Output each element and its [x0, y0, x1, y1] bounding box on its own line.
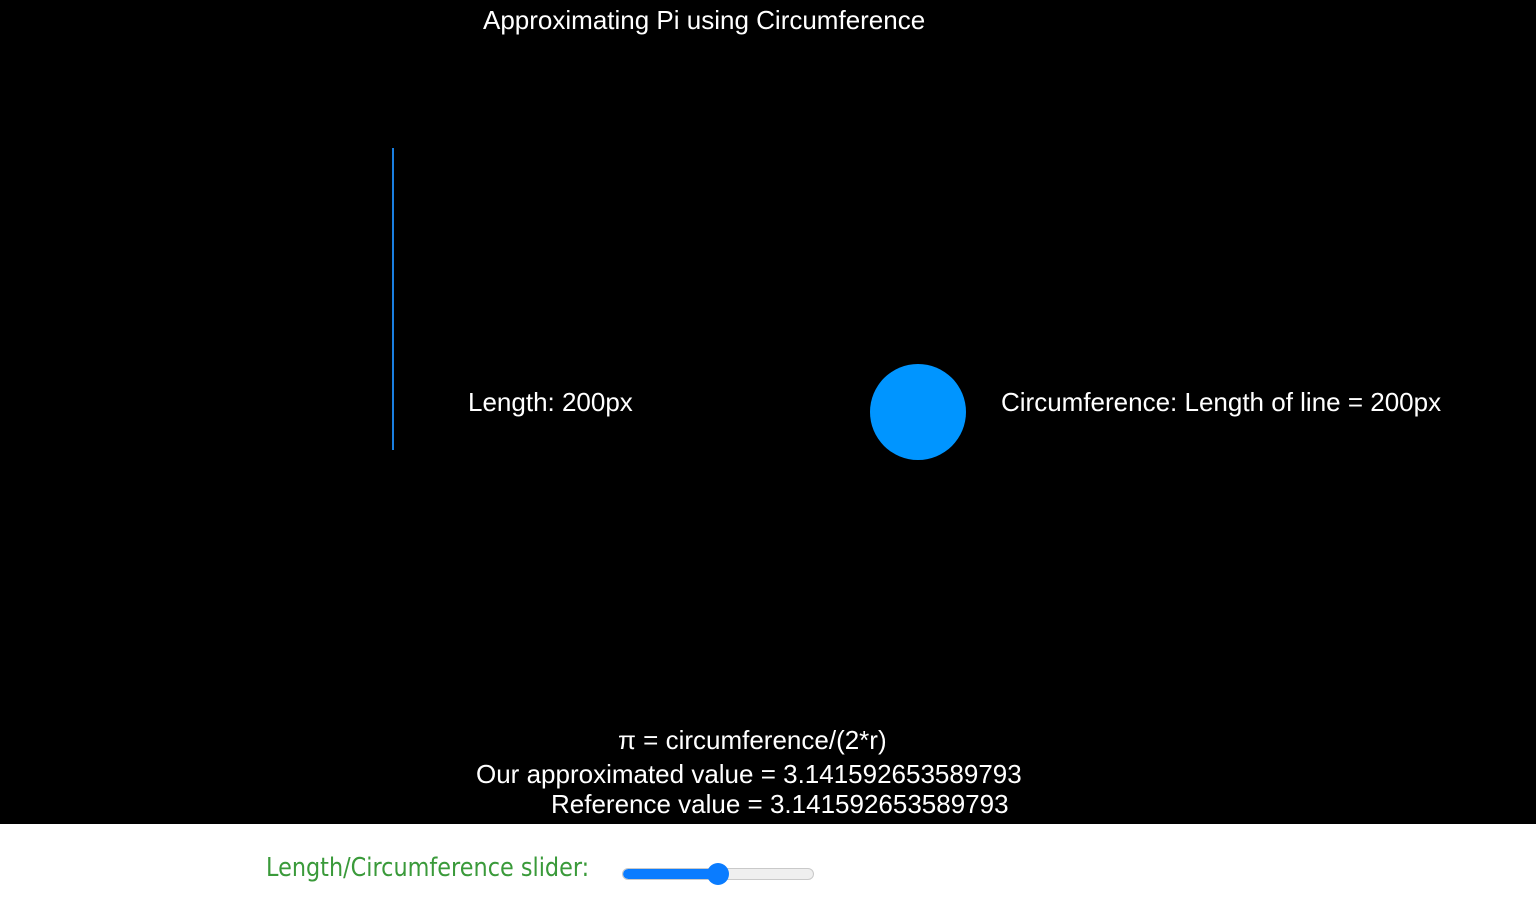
length-line — [392, 148, 394, 450]
canvas-title: Approximating Pi using Circumference — [483, 5, 926, 35]
sketch-canvas: Approximating Pi using Circumference Len… — [0, 0, 1536, 824]
reference-value: Reference value = 3.141592653589793 — [551, 789, 1009, 819]
pi-formula: π = circumference/(2*r) — [618, 725, 887, 755]
circle — [870, 364, 966, 460]
slider-fill — [623, 869, 719, 879]
approximated-value: Our approximated value = 3.1415926535897… — [476, 759, 1022, 789]
slider-thumb[interactable] — [707, 863, 729, 885]
length-circumference-slider[interactable] — [622, 863, 814, 885]
circumference-label: Circumference: Length of line = 200px — [1001, 387, 1442, 417]
slider-label: Length/Circumference slider: — [266, 853, 590, 883]
length-label: Length: 200px — [468, 387, 633, 417]
controls-panel: Length/Circumference slider: — [0, 824, 1536, 898]
